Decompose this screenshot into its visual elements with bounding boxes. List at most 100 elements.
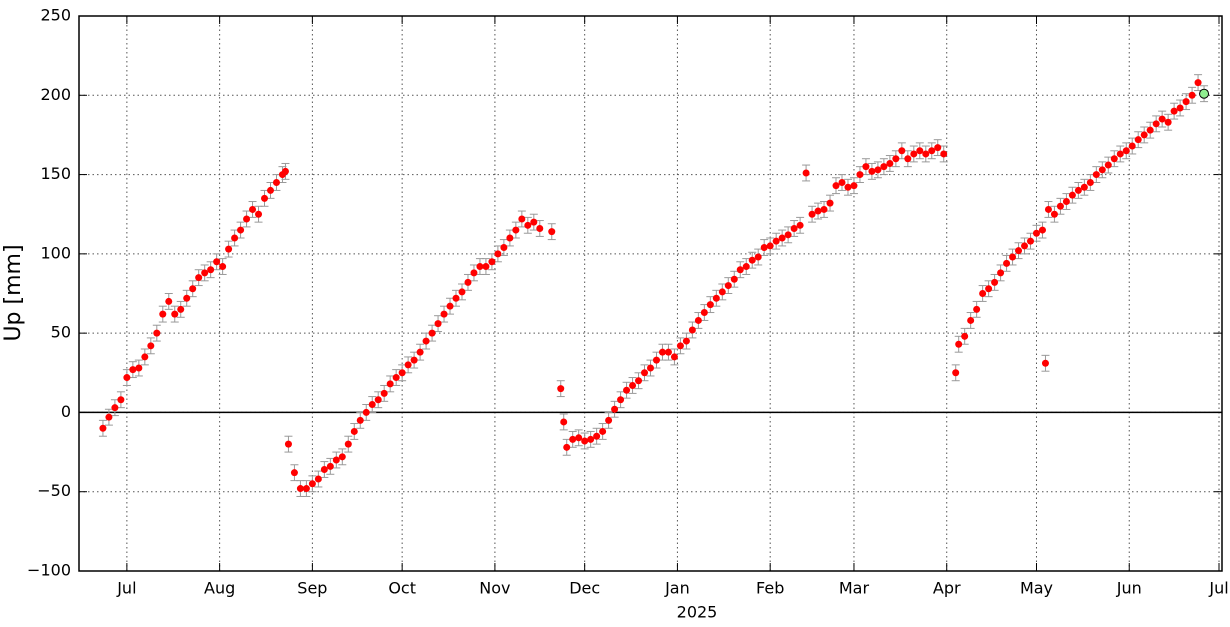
data-point xyxy=(730,275,738,283)
data-point xyxy=(742,263,750,271)
data-point xyxy=(916,147,924,155)
data-point xyxy=(338,453,346,461)
data-point xyxy=(1110,155,1118,163)
data-point xyxy=(760,244,768,252)
data-point xyxy=(581,437,589,445)
data-point xyxy=(778,234,786,242)
data-point xyxy=(111,404,119,412)
y-tick-label: −100 xyxy=(27,561,71,580)
data-point xyxy=(928,147,936,155)
data-point xyxy=(225,245,233,253)
data-point xyxy=(255,210,263,218)
data-point xyxy=(213,258,221,266)
data-point xyxy=(563,443,571,451)
data-point xyxy=(165,297,173,305)
data-point xyxy=(664,348,672,356)
data-point xyxy=(593,432,601,440)
data-point xyxy=(1199,88,1210,99)
data-point xyxy=(123,374,131,382)
x-tick-label: Oct xyxy=(388,579,416,598)
data-point xyxy=(1164,118,1172,126)
data-point xyxy=(1074,186,1082,194)
y-tick-label: −50 xyxy=(37,481,71,500)
data-point xyxy=(153,329,161,337)
data-point xyxy=(886,159,894,167)
data-point xyxy=(296,485,304,493)
data-point xyxy=(1021,242,1029,250)
data-point xyxy=(587,435,595,443)
data-point xyxy=(724,282,732,290)
data-point xyxy=(736,266,744,274)
data-point xyxy=(868,167,876,175)
data-point xyxy=(922,150,930,158)
data-point xyxy=(1044,205,1052,213)
data-point xyxy=(652,356,660,364)
data-point xyxy=(500,244,508,252)
data-point xyxy=(434,320,442,328)
data-point xyxy=(362,408,370,416)
data-point xyxy=(207,266,215,274)
data-point xyxy=(575,434,583,442)
data-point xyxy=(658,348,666,356)
data-point xyxy=(332,456,340,464)
data-point xyxy=(302,485,310,493)
data-point xyxy=(189,285,197,293)
x-tick-label: Dec xyxy=(569,579,600,598)
data-point xyxy=(985,285,993,293)
y-tick-label: 0 xyxy=(61,402,71,421)
data-point xyxy=(422,337,430,345)
data-point xyxy=(712,294,720,302)
data-point xyxy=(380,389,388,397)
data-point xyxy=(308,480,316,488)
data-point xyxy=(1176,104,1184,112)
data-point xyxy=(281,167,289,175)
data-point xyxy=(356,416,364,424)
data-point xyxy=(488,258,496,266)
data-point xyxy=(850,182,858,190)
data-point xyxy=(874,166,882,174)
data-point xyxy=(1140,131,1148,139)
data-point xyxy=(177,305,185,313)
data-point xyxy=(290,469,298,477)
data-point xyxy=(688,326,696,334)
data-point xyxy=(802,169,810,177)
data-point xyxy=(326,462,334,470)
data-point xyxy=(997,269,1005,277)
data-point xyxy=(536,224,544,232)
data-point xyxy=(940,150,948,158)
data-point xyxy=(910,150,918,158)
data-point xyxy=(647,364,654,372)
data-point xyxy=(518,215,526,223)
x-tick-label: Nov xyxy=(479,579,510,598)
data-point xyxy=(1038,226,1046,234)
data-point xyxy=(952,369,960,377)
data-point xyxy=(973,305,981,313)
data-point xyxy=(219,263,227,271)
data-point xyxy=(482,263,490,271)
data-point xyxy=(766,242,774,250)
data-point xyxy=(147,342,155,350)
data-point xyxy=(374,396,382,404)
data-point xyxy=(967,316,975,324)
data-point xyxy=(368,401,376,408)
data-point xyxy=(231,234,239,242)
data-point xyxy=(404,361,412,369)
data-point xyxy=(772,237,780,245)
data-point xyxy=(237,226,245,234)
data-point xyxy=(790,224,798,232)
data-point xyxy=(1015,247,1023,255)
data-point xyxy=(1041,359,1049,367)
data-point xyxy=(718,288,726,296)
data-point xyxy=(844,183,852,191)
data-point xyxy=(629,381,637,389)
data-point xyxy=(605,416,613,424)
data-point xyxy=(1056,202,1064,210)
data-point xyxy=(446,302,454,310)
y-tick-label: 150 xyxy=(40,164,71,183)
data-point xyxy=(129,366,137,374)
x-tick-label: Feb xyxy=(756,579,784,598)
data-point xyxy=(694,316,702,324)
data-point xyxy=(135,364,143,372)
data-point xyxy=(991,278,999,286)
data-point xyxy=(635,377,643,385)
